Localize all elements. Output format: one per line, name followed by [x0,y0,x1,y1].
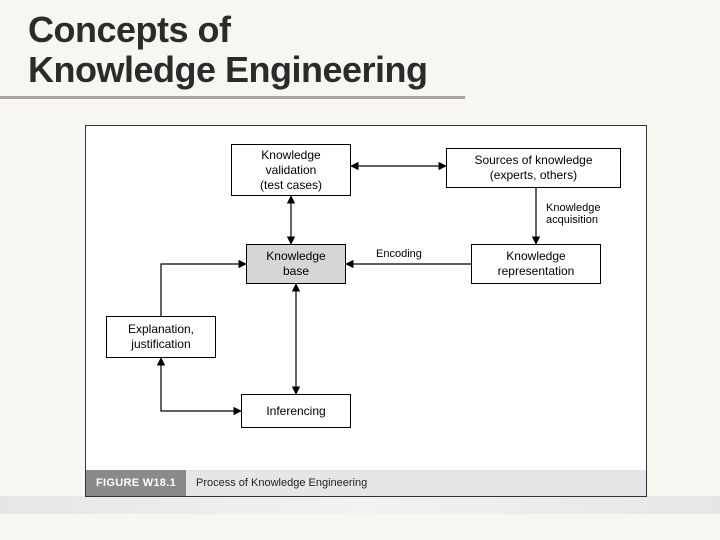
node-inferencing: Inferencing [241,394,351,428]
diagram-canvas: Knowledgevalidation(test cases) Sources o… [86,126,646,496]
figure-caption-bar: FIGURE W18.1 Process of Knowledge Engine… [86,470,646,496]
title-line-2: Knowledge Engineering [28,49,428,90]
figure-caption-tag: FIGURE W18.1 [86,470,186,496]
edge-label-encoding: Encoding [376,248,422,260]
node-validation: Knowledgevalidation(test cases) [231,144,351,196]
edge-5 [161,358,241,411]
edge-label-acquisition: Knowledgeacquisition [546,202,600,226]
node-explanation: Explanation,justification [106,316,216,358]
footer-band [0,496,720,514]
diagram-figure: Knowledgevalidation(test cases) Sources o… [85,125,647,497]
title-underline [0,96,465,99]
figure-caption-text: Process of Knowledge Engineering [186,470,646,496]
node-sources: Sources of knowledge(experts, others) [446,148,621,188]
node-kbase: Knowledgebase [246,244,346,284]
title-line-1: Concepts of [28,9,231,50]
edge-6 [161,264,246,316]
slide-title: Concepts of Knowledge Engineering [28,10,428,89]
node-representation: Knowledgerepresentation [471,244,601,284]
